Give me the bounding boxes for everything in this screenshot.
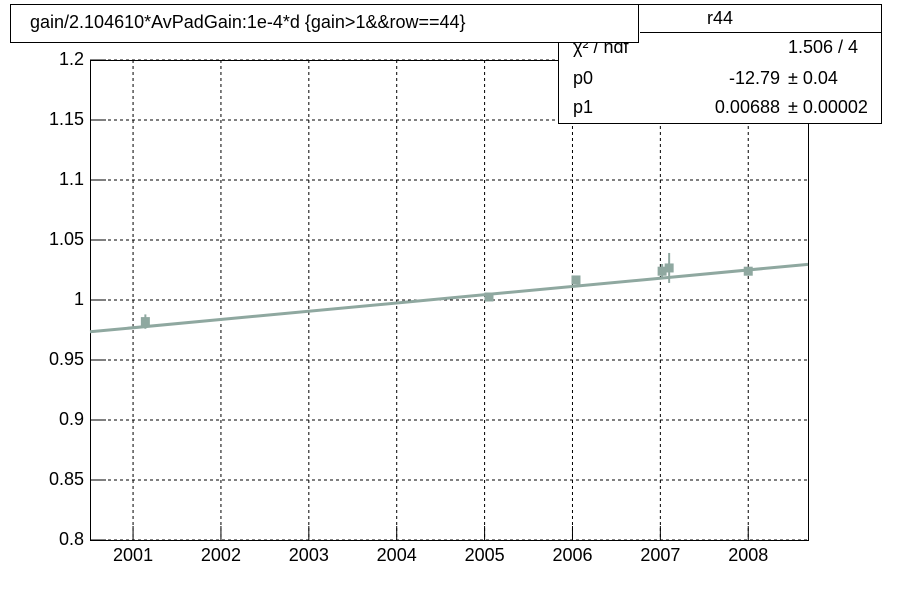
y-tick-label: 1.1 — [59, 169, 84, 189]
y-tick-label: 1 — [74, 289, 84, 309]
chart-title: gain/2.104610*AvPadGain:1e-4*d {gain>1&&… — [30, 12, 466, 32]
y-tick-label: 0.95 — [49, 349, 84, 369]
y-tick-label: 1.2 — [59, 49, 84, 69]
stats-box — [558, 4, 882, 124]
plot-area: 0.8 0.85 0.9 0.95 1 1.05 1.1 1.15 1.2 2001 2002 200… — [49, 49, 809, 565]
x-tick-label: 2001 — [113, 545, 153, 565]
y-tick-label: 0.8 — [59, 529, 84, 549]
point — [664, 263, 674, 273]
y-tick-label: 1.05 — [49, 229, 84, 249]
stats-error: ± 0.04 — [788, 68, 838, 88]
fit-line — [89, 262, 809, 334]
stats-value: 0.00688 — [715, 97, 780, 117]
x-tick-label: 2005 — [465, 545, 505, 565]
y-tick-label: 0.9 — [59, 409, 84, 429]
overlay: r44 χ² / ndf 1.506 / 4 p0 p1 gain/2.1046… — [10, 4, 882, 124]
point — [743, 266, 753, 276]
stats-name: r44 — [707, 8, 733, 28]
x-tick-label: 2004 — [377, 545, 417, 565]
point — [140, 317, 150, 327]
x-tick-label: 2007 — [640, 545, 680, 565]
stats-label: p0 — [573, 68, 593, 88]
x-tick-label: 2003 — [289, 545, 329, 565]
stats-value: -12.79 — [729, 68, 780, 88]
point — [484, 292, 494, 302]
x-tick-label: 2006 — [552, 545, 592, 565]
point — [657, 266, 667, 276]
y-tick-label: 1.15 — [49, 109, 84, 129]
title-box — [10, 4, 639, 43]
plot-frame — [90, 60, 808, 540]
y-tick-label: 0.85 — [49, 469, 84, 489]
x-tick-label: 2008 — [728, 545, 768, 565]
axis-frame — [90, 60, 809, 541]
stats-value: 1.506 / 4 — [788, 37, 858, 57]
stats-error: ± 0.00002 — [788, 97, 868, 117]
point — [571, 275, 581, 285]
x-tick-label: 2002 — [201, 545, 241, 565]
stats-label: p1 — [573, 97, 593, 117]
